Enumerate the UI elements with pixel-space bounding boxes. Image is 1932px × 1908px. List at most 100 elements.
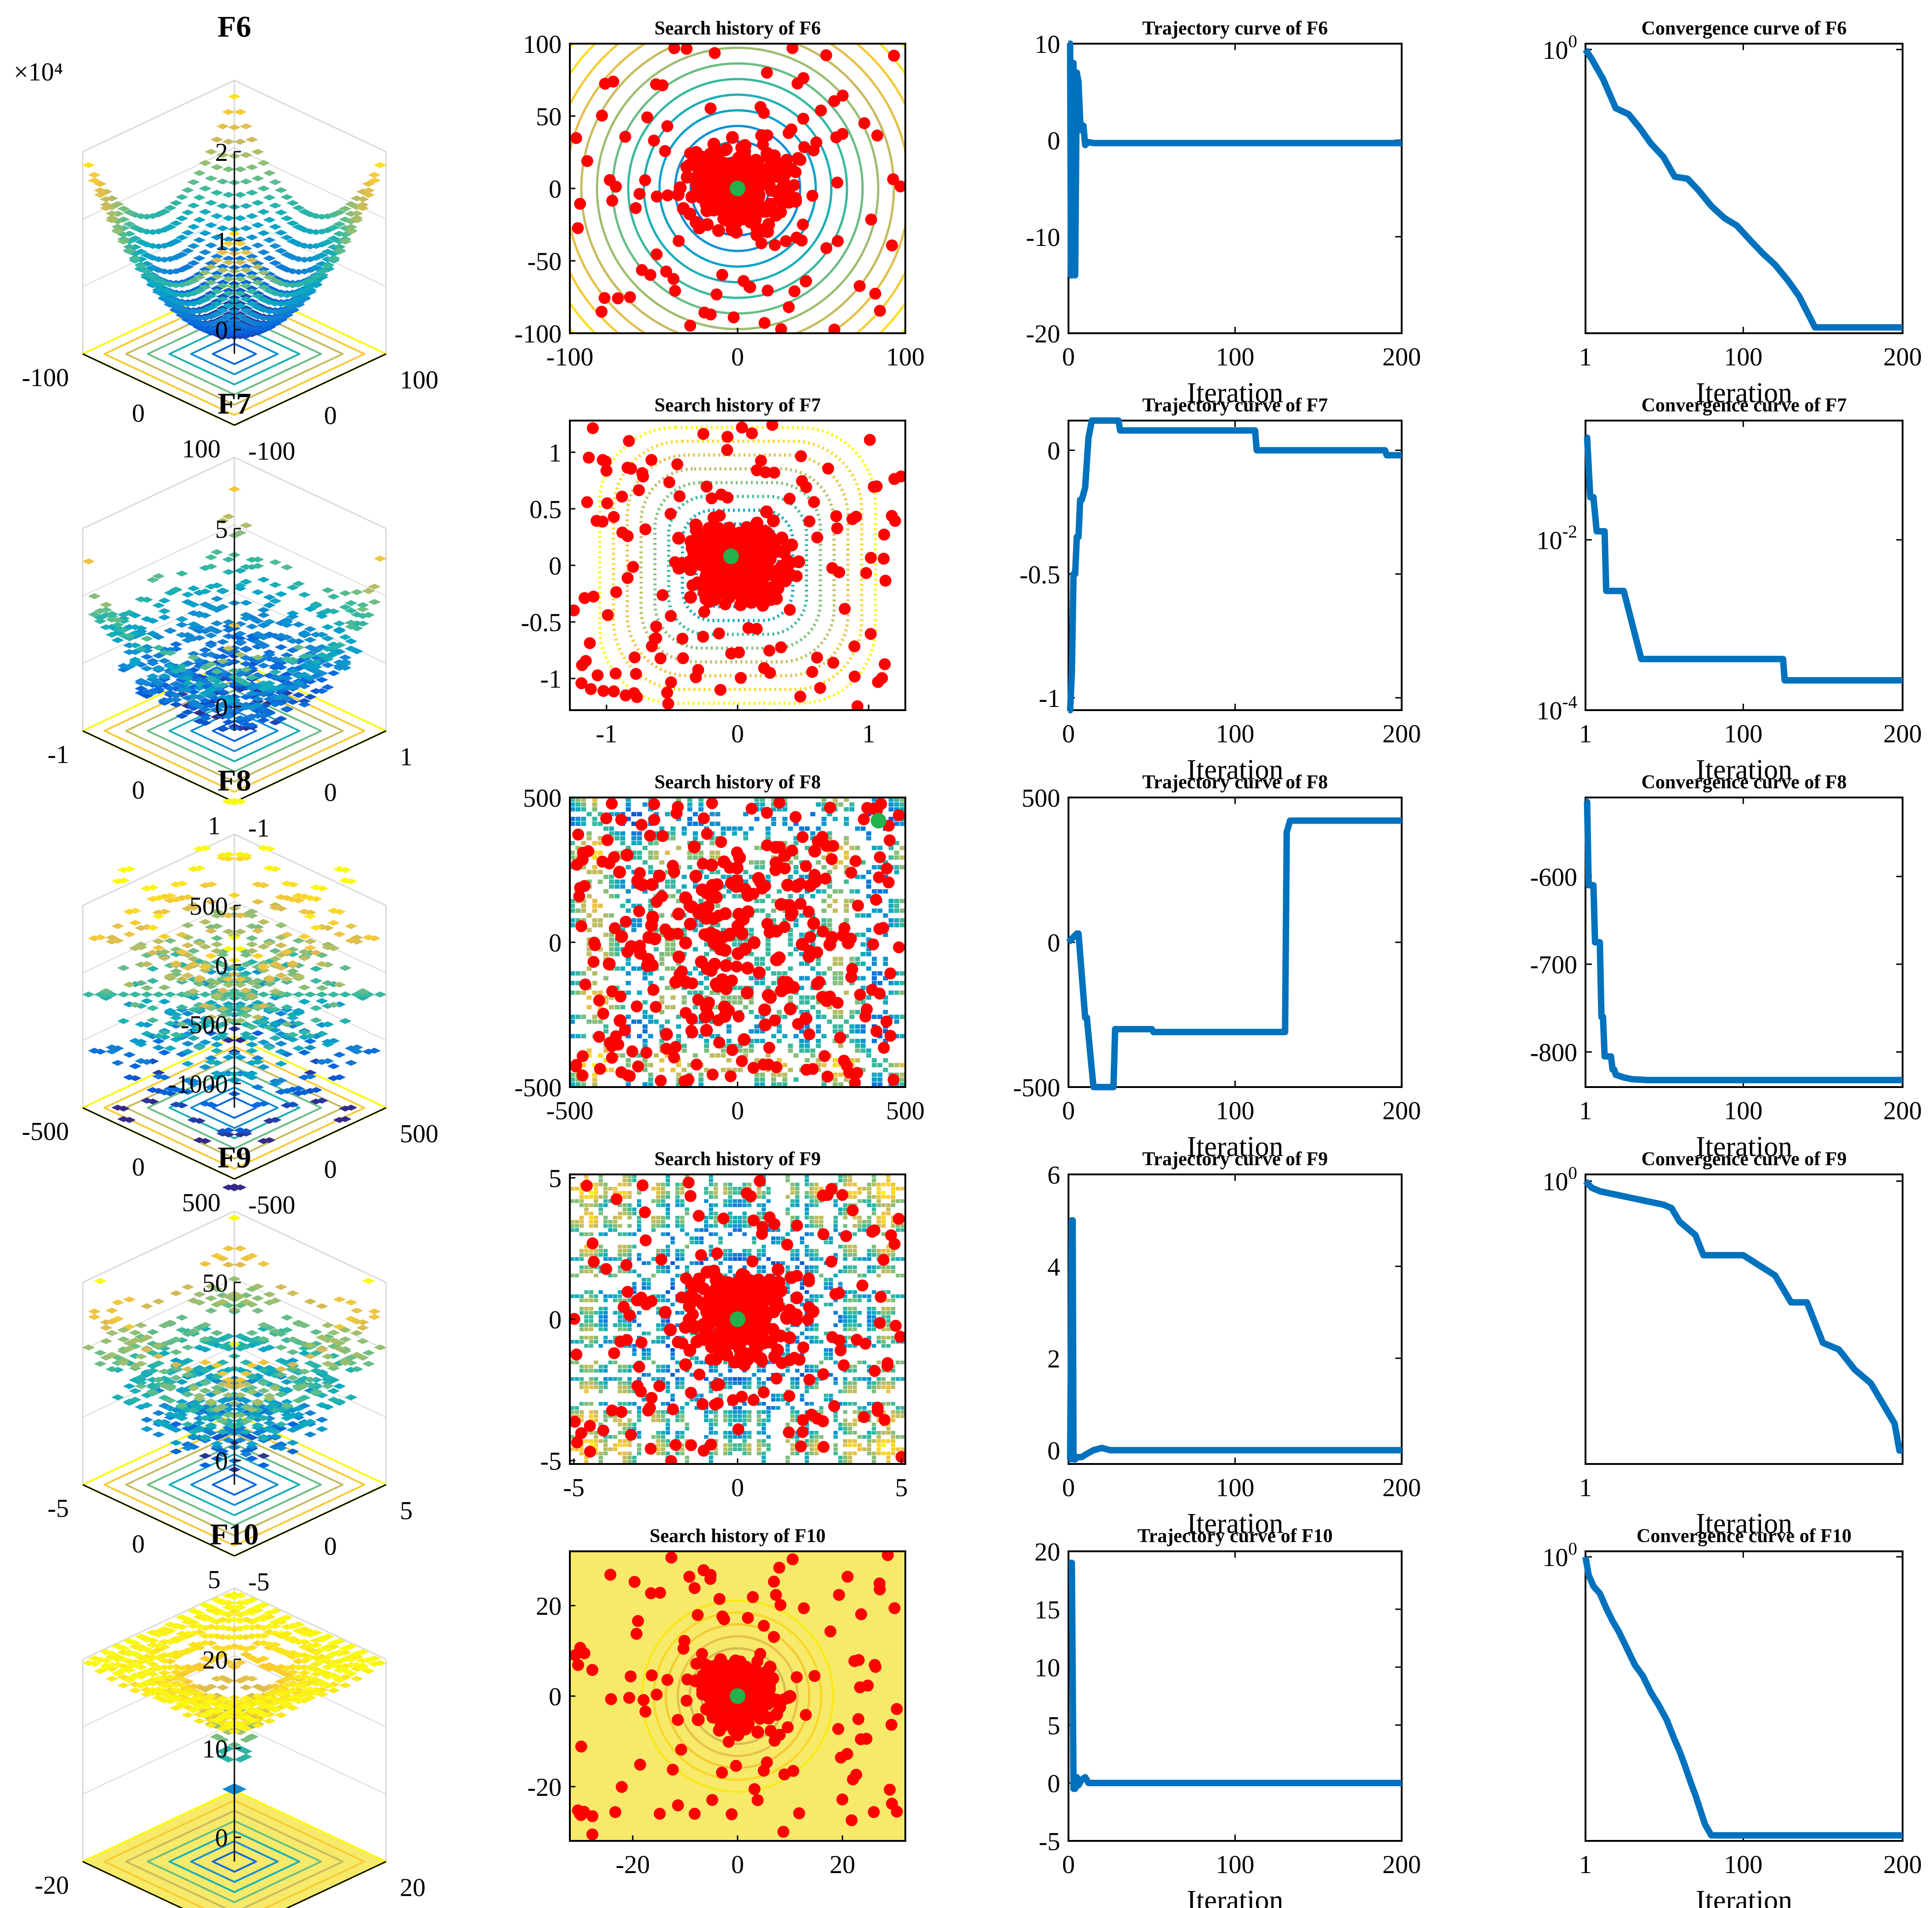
surface-patch bbox=[233, 678, 247, 684]
search-point bbox=[615, 1066, 627, 1078]
surface-patch bbox=[187, 905, 200, 911]
contour-cell bbox=[581, 807, 586, 812]
surface-patch bbox=[233, 928, 247, 935]
contour-cell bbox=[799, 1039, 804, 1043]
contour-cell bbox=[738, 985, 743, 990]
surface-patch bbox=[292, 1045, 305, 1052]
contour-cell bbox=[771, 1072, 776, 1077]
contour-cell bbox=[872, 962, 877, 966]
surface-patch bbox=[251, 148, 264, 155]
search-point bbox=[659, 145, 671, 157]
search-point bbox=[684, 319, 696, 332]
x-tick-label: 0 bbox=[1062, 1097, 1075, 1125]
surface-patch bbox=[251, 639, 264, 645]
search-point bbox=[610, 586, 622, 598]
surface-patch bbox=[280, 1314, 294, 1321]
surface-patch bbox=[140, 998, 153, 1004]
contour-cell bbox=[659, 1039, 665, 1043]
contour-cell bbox=[816, 1039, 821, 1043]
surface-patch bbox=[205, 671, 218, 677]
x-tick-label: 100 bbox=[400, 366, 438, 394]
contour-cell bbox=[877, 971, 883, 976]
surface-patch bbox=[222, 713, 235, 720]
contour-cell bbox=[765, 942, 771, 947]
surface-patch bbox=[216, 518, 229, 524]
search-point bbox=[656, 589, 669, 601]
z-tick-label: 0 bbox=[215, 951, 228, 980]
contour-cell bbox=[570, 1034, 575, 1038]
search-point bbox=[761, 285, 774, 297]
search-point bbox=[792, 555, 805, 569]
contour-cell bbox=[642, 860, 648, 865]
surface-patch bbox=[233, 259, 247, 266]
contour-cell bbox=[827, 966, 832, 971]
search-point bbox=[684, 591, 697, 604]
surface-patch bbox=[140, 616, 153, 622]
search-point bbox=[714, 194, 727, 207]
contour-cell bbox=[631, 923, 636, 928]
contour-cell bbox=[838, 1082, 843, 1087]
contour-cell bbox=[771, 971, 776, 976]
contour-cell bbox=[597, 836, 603, 841]
contour-cell bbox=[682, 1068, 687, 1072]
contour-cell bbox=[844, 850, 849, 855]
search-point bbox=[845, 866, 858, 879]
contour-cell bbox=[844, 1019, 849, 1024]
contour-cell bbox=[726, 957, 732, 961]
surface-patch bbox=[327, 644, 340, 651]
search-point bbox=[877, 922, 889, 934]
contour-cell bbox=[872, 1063, 877, 1067]
contour-cell bbox=[855, 889, 860, 894]
surface-patch bbox=[181, 675, 194, 682]
contour-cell bbox=[682, 884, 687, 889]
contour-cell bbox=[631, 966, 636, 971]
surface-patch bbox=[309, 1017, 323, 1024]
contour-ring bbox=[642, 93, 833, 284]
contour-cell bbox=[888, 991, 894, 995]
surface-patch bbox=[286, 960, 299, 967]
search-point bbox=[674, 181, 687, 194]
search-point bbox=[575, 677, 588, 689]
contour-cell bbox=[570, 1014, 575, 1019]
surface-patch bbox=[327, 224, 340, 231]
surface-patch bbox=[199, 588, 212, 595]
contour-cell bbox=[777, 1058, 782, 1063]
contour-cell bbox=[855, 1039, 860, 1043]
surface-patch bbox=[99, 988, 113, 994]
search-point bbox=[886, 239, 898, 251]
search-point bbox=[860, 567, 872, 579]
contour-cell bbox=[894, 850, 899, 855]
search-point bbox=[828, 95, 841, 107]
surface-patch bbox=[205, 675, 218, 682]
search-point bbox=[741, 889, 755, 902]
contour-cell bbox=[827, 1005, 832, 1009]
search-point bbox=[753, 204, 766, 217]
contour-cell bbox=[827, 928, 832, 932]
surface-patch bbox=[140, 647, 153, 654]
y-tick-label: 10 bbox=[1034, 30, 1060, 59]
surface-patch bbox=[274, 644, 288, 650]
contour-cell bbox=[765, 947, 771, 951]
surface-patch bbox=[105, 1044, 119, 1051]
search-point bbox=[737, 275, 750, 287]
contour-cell bbox=[570, 981, 575, 985]
surface-patch bbox=[181, 1048, 194, 1055]
contour-cell bbox=[659, 826, 665, 831]
contour-cell bbox=[732, 1068, 737, 1072]
y-tick-label: 500 bbox=[523, 784, 562, 813]
surface-patch bbox=[345, 1105, 358, 1111]
contour-cell bbox=[844, 797, 849, 802]
surface-patch bbox=[205, 279, 218, 286]
surface-patch bbox=[263, 1024, 276, 1031]
surface-patch bbox=[193, 1137, 206, 1143]
contour-cell bbox=[894, 971, 899, 976]
search-point bbox=[713, 166, 726, 179]
surface-patch bbox=[146, 1005, 159, 1011]
surface-patch bbox=[239, 267, 253, 273]
surface-patch bbox=[292, 679, 305, 686]
search-point bbox=[774, 205, 787, 219]
contour-cell bbox=[625, 1014, 631, 1019]
contour-cell bbox=[575, 971, 581, 976]
